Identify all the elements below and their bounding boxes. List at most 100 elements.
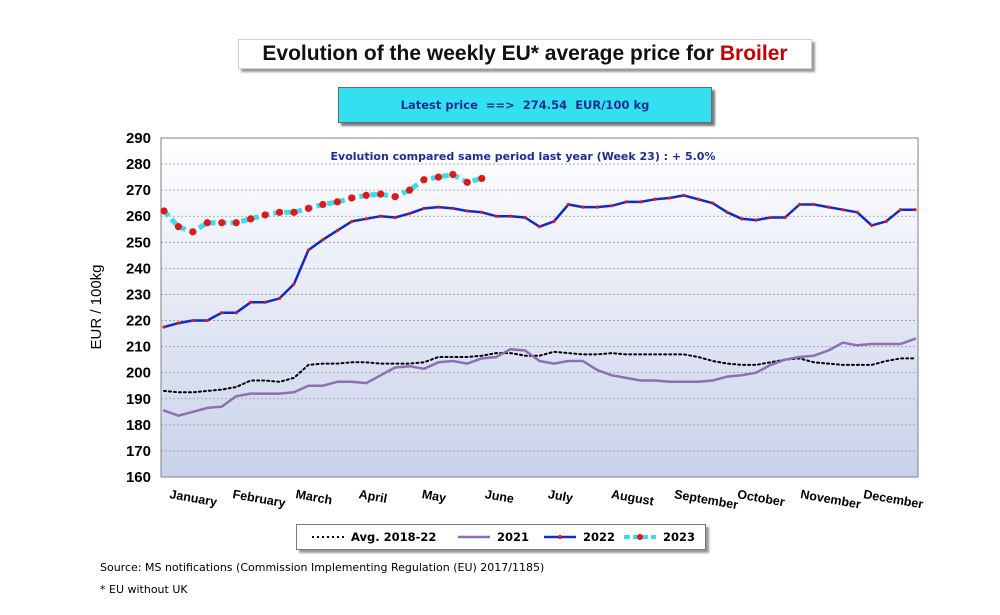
data-point-2022-w50 bbox=[870, 223, 874, 227]
data-point-2022-w4 bbox=[205, 318, 209, 323]
plot-area bbox=[160, 137, 919, 478]
data-point-2023-w4 bbox=[203, 219, 211, 227]
data-point-2022-w29 bbox=[566, 202, 570, 207]
data-point-2022-w5 bbox=[220, 311, 224, 315]
data-point-2022-w27 bbox=[537, 225, 542, 229]
data-point-2022-w14 bbox=[350, 219, 354, 224]
legend-item-2023: 2023 bbox=[623, 525, 695, 549]
data-point-2022-w53 bbox=[913, 208, 917, 212]
data-point-2022-w2 bbox=[176, 321, 181, 325]
data-point-2023-w18 bbox=[405, 186, 414, 194]
y-tick-label-210: 210 bbox=[126, 339, 151, 356]
latest-price-box: Latest price ==> 274.54 EUR/100 kg bbox=[338, 87, 712, 123]
chart-title: Evolution of the weekly EU* average pric… bbox=[238, 39, 812, 69]
y-tick-label-230: 230 bbox=[126, 286, 151, 303]
data-point-2023-w1 bbox=[160, 207, 168, 215]
x-tick-label-june: June bbox=[484, 487, 515, 506]
data-point-2023-w13 bbox=[333, 198, 341, 206]
data-point-2022-w9 bbox=[277, 296, 282, 300]
data-point-2023-w21 bbox=[449, 170, 457, 179]
data-point-2022-w28 bbox=[552, 219, 556, 224]
data-point-2022-w26 bbox=[523, 215, 527, 220]
data-point-2022-w47 bbox=[826, 205, 830, 209]
legend-swatch-2022 bbox=[544, 535, 576, 539]
data-point-2022-w39 bbox=[711, 201, 715, 205]
data-point-2023-w22 bbox=[463, 178, 471, 186]
latest-price-arrow: ==> bbox=[485, 98, 515, 112]
data-point-2022-w15 bbox=[364, 217, 368, 221]
y-tick-label-200: 200 bbox=[126, 365, 151, 382]
y-tick-label-170: 170 bbox=[126, 443, 151, 460]
data-point-2023-w15 bbox=[362, 191, 370, 199]
data-point-2023-w19 bbox=[420, 176, 428, 184]
x-tick-label-july: July bbox=[547, 487, 574, 505]
data-point-2022-w22 bbox=[465, 209, 469, 213]
legend-label-2021: 2021 bbox=[497, 530, 530, 544]
data-point-2023-w23 bbox=[478, 174, 486, 183]
data-point-2022-w49 bbox=[855, 210, 859, 214]
data-point-2022-w1 bbox=[162, 325, 166, 329]
legend-label-2022: 2022 bbox=[583, 530, 616, 544]
data-point-2023-w5 bbox=[218, 219, 226, 227]
data-point-2022-w52 bbox=[898, 208, 903, 212]
data-point-2022-w23 bbox=[480, 210, 484, 214]
evolution-note: Evolution compared same period last year… bbox=[331, 150, 716, 163]
data-point-2023-w7 bbox=[247, 215, 255, 223]
x-tick-label-december: December bbox=[862, 487, 924, 511]
data-point-2022-w6 bbox=[234, 311, 238, 315]
data-point-2022-w40 bbox=[725, 210, 729, 214]
y-tick-label-190: 190 bbox=[126, 391, 151, 408]
data-point-2022-w10 bbox=[292, 282, 296, 286]
data-point-2022-w45 bbox=[797, 202, 802, 207]
data-point-2023-w17 bbox=[391, 193, 399, 201]
latest-price-unit: EUR/100 kg bbox=[575, 98, 650, 112]
y-axis-ticks: 160 170 180 190 200 210 220 230 240 250 260 270 280 2… bbox=[126, 130, 151, 486]
data-point-2023-w8 bbox=[261, 211, 269, 219]
legend-swatch-2021 bbox=[458, 535, 490, 539]
legend-item-2021: 2021 bbox=[457, 525, 529, 549]
data-point-2022-w21 bbox=[451, 206, 455, 211]
data-point-2022-w32 bbox=[610, 204, 614, 208]
data-point-2022-w41 bbox=[740, 217, 744, 221]
data-point-2022-w35 bbox=[653, 197, 657, 201]
y-tick-label-260: 260 bbox=[126, 208, 151, 225]
data-point-2022-w12 bbox=[321, 238, 325, 242]
data-point-2022-w48 bbox=[841, 208, 845, 212]
data-point-2023-w11 bbox=[304, 204, 313, 213]
legend-item-2022: 2022 bbox=[543, 525, 615, 549]
data-point-2022-w24 bbox=[494, 214, 498, 218]
data-point-2022-w37 bbox=[682, 193, 686, 197]
y-tick-label-270: 270 bbox=[126, 182, 151, 199]
x-axis-ticks: January February March April May June July Augu… bbox=[168, 487, 924, 512]
data-point-2022-w31 bbox=[595, 205, 599, 209]
series-layer bbox=[160, 170, 917, 417]
data-point-2023-w2 bbox=[174, 223, 183, 231]
footnote: * EU without UK bbox=[100, 583, 188, 596]
legend: Avg. 2018-22 2021 2022 2023 bbox=[296, 524, 706, 550]
series-line-2021 bbox=[162, 337, 917, 417]
data-point-2023-w9 bbox=[275, 208, 284, 216]
y-tick-label-290: 290 bbox=[126, 130, 151, 147]
data-point-2022-w8 bbox=[263, 300, 267, 304]
data-point-2022-w36 bbox=[667, 196, 672, 200]
data-point-2022-w43 bbox=[768, 215, 773, 220]
data-point-2023-w14 bbox=[348, 194, 356, 202]
data-point-2022-w17 bbox=[393, 215, 397, 220]
x-tick-label-may: May bbox=[421, 487, 447, 505]
data-point-2022-w46 bbox=[812, 202, 816, 207]
data-point-2022-w11 bbox=[306, 248, 311, 252]
legend-label-2023: 2023 bbox=[663, 530, 696, 544]
data-point-2022-w20 bbox=[436, 205, 441, 209]
source-note: Source: MS notifications (Commission Imp… bbox=[100, 561, 545, 574]
y-tick-label-280: 280 bbox=[126, 156, 151, 173]
legend-label-avg: Avg. 2018-22 bbox=[351, 530, 437, 544]
data-point-2022-w7 bbox=[249, 300, 253, 304]
data-point-2022-w33 bbox=[624, 200, 628, 204]
title-prefix: Evolution of the weekly EU* average pric… bbox=[262, 42, 715, 65]
data-point-2023-w3 bbox=[189, 228, 197, 236]
y-tick-label-160: 160 bbox=[126, 469, 151, 486]
data-point-2022-w16 bbox=[379, 214, 383, 218]
x-tick-label-april: April bbox=[358, 487, 388, 506]
data-point-2022-w51 bbox=[884, 219, 888, 224]
